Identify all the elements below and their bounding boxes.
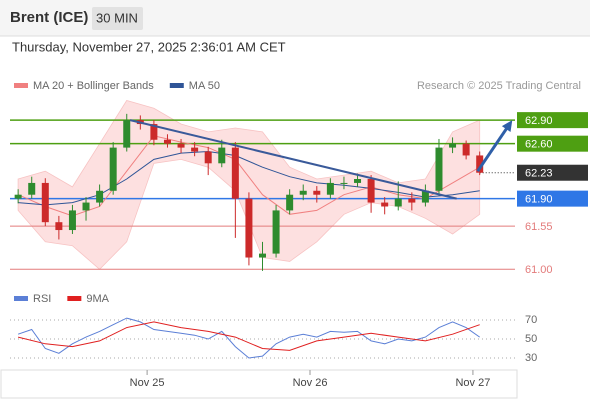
price-label: 62.23 [525,168,553,180]
candle-body [408,198,416,203]
candle-body [123,120,131,148]
level-label: 61.00 [525,264,553,276]
candle-body [259,253,266,258]
candle-body [163,139,171,144]
y-tick-label: 50 [525,333,537,345]
candle-body [299,190,307,195]
legend-label: MA 20 + Bollinger Bands [33,80,154,92]
candle-body [367,179,375,203]
candle-body [272,210,280,254]
candle-body [354,179,362,183]
credit: Research © 2025 Trading Central [417,80,581,92]
timeframe-badge[interactable] [92,7,143,30]
candle-body [96,190,104,203]
y-tick-label: 30 [525,352,537,364]
axis-frame [0,369,518,399]
legend-swatch [14,296,28,301]
legend-label: MA 50 [189,80,220,92]
price-label-box [517,164,588,181]
indicator-line [17,317,480,359]
legend-swatch [169,83,184,88]
candle-body [55,222,63,231]
x-tick-label: Nov 25 [130,377,165,389]
level-label: 62.60 [525,139,553,151]
level-label-box [517,190,588,207]
legend-label: RSI [33,293,51,305]
candle-body [313,190,321,195]
candle-body [326,182,334,195]
legend-swatch [67,296,82,301]
indicator-line [17,321,480,351]
trend-line [129,119,457,200]
level-label-box [517,112,588,129]
legend-label: 9MA [86,293,109,305]
header-bar [0,0,590,36]
level-label: 61.90 [525,194,553,206]
level-label-box [517,135,588,152]
level-label: 62.90 [525,115,553,127]
candle-body [28,182,36,195]
y-tick-label: 70 [525,314,537,326]
candle-body [435,147,443,191]
candle-body [177,143,185,148]
candle-body [82,202,90,211]
timestamp: Thursday, November 27, 2025 2:36:01 AM C… [12,39,286,54]
candle-body [231,147,239,199]
legend-swatch [14,83,28,88]
moving-average [18,150,480,206]
candle-body [476,155,484,173]
candle-body [41,182,49,223]
candle-body [394,198,402,207]
x-tick-label: Nov 26 [293,377,328,389]
candle-body [150,124,158,140]
forecast-arrow [476,125,510,172]
candle-body [449,143,457,148]
candle-body [245,198,253,258]
level-label: 61.55 [525,221,553,233]
bollinger-band [17,100,481,270]
x-tick-label: Nov 27 [455,377,490,389]
candle-body [218,147,226,164]
candle-body [286,194,294,211]
moving-average [17,135,480,217]
instrument-title: Brent (ICE) [10,9,88,26]
candle-body [109,147,117,191]
candle-body [191,147,199,152]
candle-body [421,190,429,203]
candle-body [462,143,470,156]
candle-body [340,182,348,184]
candle-body [68,210,76,231]
timeframe[interactable]: 30 MIN [96,10,138,25]
candle-body [204,151,212,164]
candle-body [381,202,389,207]
arrow-head [501,120,513,132]
candle-body [14,194,22,199]
